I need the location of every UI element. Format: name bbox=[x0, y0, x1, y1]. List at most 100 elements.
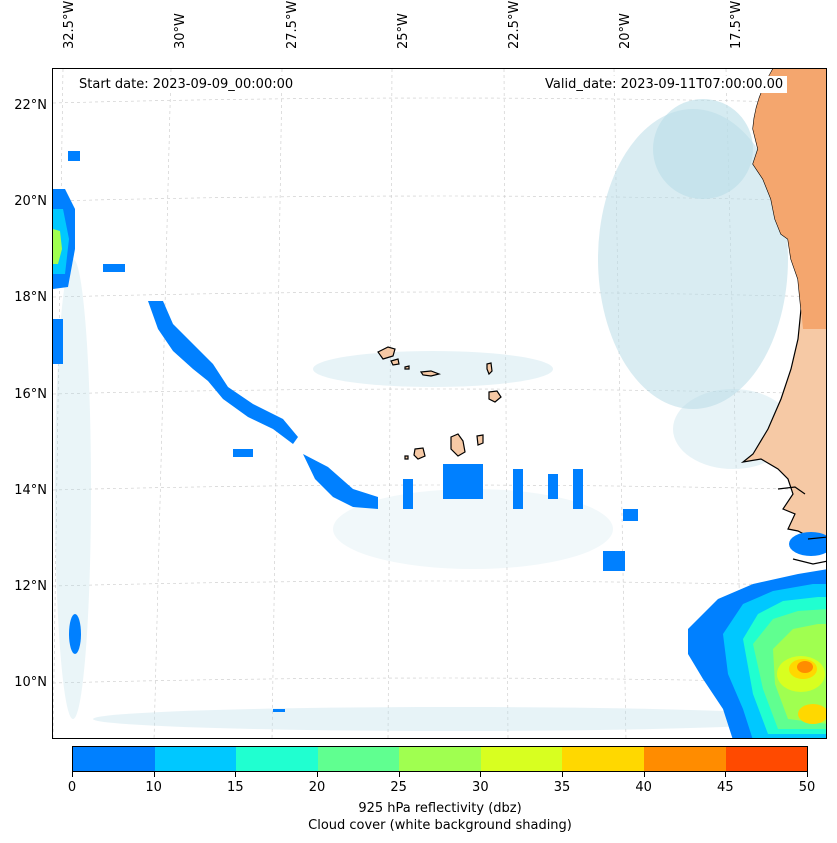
west-storm-cell bbox=[53, 189, 75, 289]
rain-band-east bbox=[303, 454, 378, 509]
gridline-22-5w bbox=[503, 69, 509, 738]
rain-cell-9 bbox=[623, 509, 638, 521]
reflectivity-bands bbox=[53, 151, 826, 712]
gridline-20n bbox=[53, 195, 826, 202]
colorbar-tick-7 bbox=[643, 772, 645, 777]
colorbar-tick-label-3: 20 bbox=[308, 780, 326, 795]
lon-label-20w: 20°W bbox=[618, 13, 633, 49]
colorbar-segment-0 bbox=[73, 747, 155, 771]
colorbar-tick-label-9: 50 bbox=[798, 780, 816, 795]
gridline-20w bbox=[613, 69, 627, 738]
colorbar-tick-9 bbox=[807, 772, 808, 777]
gridline-25w bbox=[387, 69, 393, 738]
gridline-14n bbox=[53, 484, 826, 491]
colorbar-segment-6 bbox=[562, 747, 644, 771]
island-sao-vicente bbox=[390, 358, 400, 366]
colorbar-tick-5 bbox=[480, 772, 482, 777]
coastline-guinea bbox=[807, 536, 826, 540]
rain-cell-8 bbox=[603, 551, 625, 571]
colorbar-label: 925 hPa reflectivity (dbz) bbox=[358, 801, 522, 816]
cloud-cover bbox=[55, 99, 813, 731]
colorbar-tick-label-4: 25 bbox=[390, 780, 407, 795]
colorbar-tick-label-6: 35 bbox=[553, 780, 571, 795]
rain-cell-2 bbox=[68, 151, 80, 161]
cloud-patch-mid bbox=[313, 351, 553, 387]
gridline-10n bbox=[53, 677, 826, 684]
gridline-18n bbox=[53, 291, 826, 298]
coastline-gambia bbox=[777, 486, 806, 495]
lon-label-30w: 30°W bbox=[173, 13, 188, 49]
colorbar-segment-8 bbox=[725, 747, 808, 771]
se-storm-35-b bbox=[798, 704, 826, 724]
cloud-patch-ne bbox=[598, 109, 788, 409]
sahara-desert-shading bbox=[753, 69, 826, 329]
valid-date-label: Valid_date: 2023-09-11T07:00:00.00 bbox=[541, 76, 788, 93]
lat-label-18n: 18°N bbox=[14, 290, 47, 305]
gridline-16n bbox=[53, 388, 826, 395]
rain-band-diagonal bbox=[148, 301, 298, 444]
rain-cell-10 bbox=[233, 449, 253, 457]
lon-label-22-5w: 22.5°W bbox=[507, 0, 522, 49]
rain-cell-12 bbox=[53, 319, 63, 364]
rain-cell-7 bbox=[573, 469, 583, 509]
colorbar-segment-5 bbox=[480, 747, 563, 771]
lon-label-25w: 25°W bbox=[396, 13, 411, 49]
lon-label-27-5w: 27.5°W bbox=[285, 0, 300, 49]
rain-cell-14 bbox=[273, 709, 285, 712]
gridline-22n bbox=[53, 97, 826, 104]
colorbar-tick-label-0: 0 bbox=[67, 780, 77, 795]
island-brava bbox=[404, 455, 409, 460]
lat-label-14n: 14°N bbox=[14, 483, 47, 498]
island-sao-nicolau bbox=[419, 370, 442, 377]
island-santo-antao bbox=[377, 346, 396, 360]
lat-label-16n: 16°N bbox=[14, 387, 47, 402]
cloud-patch-south bbox=[93, 707, 813, 731]
lat-label-10n: 10°N bbox=[14, 675, 47, 690]
colorbar-tick-label-8: 45 bbox=[717, 780, 734, 795]
island-boa-vista bbox=[488, 390, 502, 403]
map-panel bbox=[52, 68, 827, 739]
colorbar-segment-4 bbox=[399, 747, 481, 771]
rain-cell-5 bbox=[513, 469, 523, 509]
gridline-32-5w bbox=[53, 69, 64, 738]
cape-verde-islands bbox=[377, 346, 502, 460]
gridline-30w bbox=[153, 69, 172, 738]
colorbar-segment-7 bbox=[643, 747, 726, 771]
colorbar-sublabel: Cloud cover (white background shading) bbox=[308, 818, 572, 833]
gridline-27-5w bbox=[271, 69, 283, 738]
start-date-label: Start date: 2023-09-09_00:00:00 bbox=[75, 76, 298, 93]
colorbar-segment-1 bbox=[154, 747, 237, 771]
colorbar-tick-4 bbox=[398, 772, 400, 777]
rain-cell-1 bbox=[103, 264, 125, 272]
colorbar-segment-2 bbox=[236, 747, 318, 771]
colorbar-tick-label-7: 40 bbox=[635, 780, 652, 795]
island-santiago bbox=[450, 433, 466, 457]
colorbar-tick-6 bbox=[562, 772, 563, 777]
colorbar-tick-8 bbox=[725, 772, 727, 777]
rain-cell-6 bbox=[548, 474, 558, 499]
colorbar-segment-3 bbox=[317, 747, 400, 771]
lat-label-22n: 22°N bbox=[14, 98, 47, 113]
colorbar-tick-0 bbox=[72, 772, 73, 777]
map-canvas bbox=[53, 69, 826, 738]
rain-cell-13 bbox=[69, 614, 81, 654]
colorbar-tick-label-1: 10 bbox=[145, 780, 162, 795]
gridline-12n bbox=[53, 580, 826, 587]
island-maio bbox=[476, 434, 484, 446]
se-storm-40 bbox=[797, 661, 813, 673]
colorbar bbox=[72, 746, 808, 772]
colorbar-tick-label-5: 30 bbox=[472, 780, 489, 795]
colorbar-tick-2 bbox=[235, 772, 237, 777]
coastline-bissau bbox=[792, 558, 826, 565]
lon-label-32-5w: 32.5°W bbox=[62, 0, 77, 49]
island-santa-luzia bbox=[404, 365, 410, 370]
land bbox=[740, 69, 826, 544]
island-fogo bbox=[413, 447, 426, 460]
rain-cell-3 bbox=[403, 479, 413, 509]
southeast-storm-complex bbox=[688, 569, 826, 738]
lon-label-17-5w: 17.5°W bbox=[729, 0, 744, 49]
lat-label-20n: 20°N bbox=[14, 194, 47, 209]
cloud-patch-ne-core bbox=[653, 99, 753, 199]
colorbar-tick-label-2: 15 bbox=[227, 780, 244, 795]
rain-cell-11 bbox=[789, 532, 826, 556]
